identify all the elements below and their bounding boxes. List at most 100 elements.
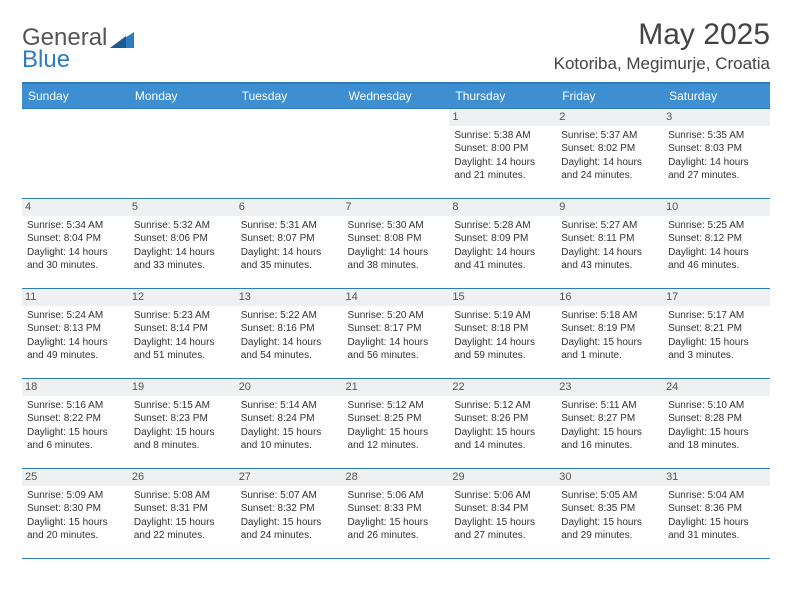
day-header: Sunday: [22, 83, 129, 109]
day-info-line: Daylight: 15 hours and 10 minutes.: [241, 426, 338, 453]
calendar-day-cell: 5Sunrise: 5:32 AMSunset: 8:06 PMDaylight…: [129, 199, 236, 289]
day-number: 24: [663, 379, 770, 396]
calendar-day-cell: 20Sunrise: 5:14 AMSunset: 8:24 PMDayligh…: [236, 379, 343, 469]
day-info-line: Daylight: 14 hours and 27 minutes.: [668, 156, 765, 183]
day-info-line: Sunrise: 5:04 AM: [668, 489, 765, 503]
day-info-line: Daylight: 15 hours and 24 minutes.: [241, 516, 338, 543]
logo-triangle-icon: [110, 28, 134, 48]
day-info-line: Daylight: 14 hours and 49 minutes.: [27, 336, 124, 363]
day-info-line: Daylight: 14 hours and 43 minutes.: [561, 246, 658, 273]
day-info-line: Sunset: 8:36 PM: [668, 502, 765, 516]
month-title: May 2025: [554, 18, 770, 52]
calendar-day-cell: 19Sunrise: 5:15 AMSunset: 8:23 PMDayligh…: [129, 379, 236, 469]
day-info-line: Sunset: 8:06 PM: [134, 232, 231, 246]
day-info-line: Daylight: 15 hours and 18 minutes.: [668, 426, 765, 453]
calendar-day-cell: 6Sunrise: 5:31 AMSunset: 8:07 PMDaylight…: [236, 199, 343, 289]
calendar-day-cell: 29Sunrise: 5:06 AMSunset: 8:34 PMDayligh…: [449, 469, 556, 559]
day-info-line: Sunrise: 5:28 AM: [454, 219, 551, 233]
day-info-line: Daylight: 15 hours and 31 minutes.: [668, 516, 765, 543]
day-info-line: Daylight: 15 hours and 29 minutes.: [561, 516, 658, 543]
day-info-line: Daylight: 15 hours and 14 minutes.: [454, 426, 551, 453]
day-info-line: Sunset: 8:32 PM: [241, 502, 338, 516]
day-info-line: Sunrise: 5:27 AM: [561, 219, 658, 233]
day-info-line: Sunrise: 5:07 AM: [241, 489, 338, 503]
calendar-day-cell: 3Sunrise: 5:35 AMSunset: 8:03 PMDaylight…: [663, 109, 770, 199]
day-info-line: Sunrise: 5:32 AM: [134, 219, 231, 233]
day-number: 20: [236, 379, 343, 396]
calendar-day-cell: 14Sunrise: 5:20 AMSunset: 8:17 PMDayligh…: [343, 289, 450, 379]
calendar-day-cell: 22Sunrise: 5:12 AMSunset: 8:26 PMDayligh…: [449, 379, 556, 469]
day-number: 25: [22, 469, 129, 486]
day-info-line: Sunrise: 5:17 AM: [668, 309, 765, 323]
day-info-line: Sunset: 8:08 PM: [348, 232, 445, 246]
day-info-line: Sunrise: 5:23 AM: [134, 309, 231, 323]
day-number: 13: [236, 289, 343, 306]
day-number: 23: [556, 379, 663, 396]
day-header: Thursday: [449, 83, 556, 109]
day-info-line: Daylight: 15 hours and 20 minutes.: [27, 516, 124, 543]
calendar-day-cell: 17Sunrise: 5:17 AMSunset: 8:21 PMDayligh…: [663, 289, 770, 379]
day-number: 7: [343, 199, 450, 216]
calendar-day-cell: 7 Sunrise: 5:30 AMSunset: 8:08 PMDaylight…: [343, 199, 450, 289]
day-info-line: Sunrise: 5:14 AM: [241, 399, 338, 413]
day-number: 9: [556, 199, 663, 216]
calendar-day-cell: [129, 109, 236, 199]
day-info-line: Sunset: 8:19 PM: [561, 322, 658, 336]
day-info-line: Daylight: 15 hours and 27 minutes.: [454, 516, 551, 543]
day-info-line: Sunrise: 5:22 AM: [241, 309, 338, 323]
day-info-line: Sunset: 8:07 PM: [241, 232, 338, 246]
calendar-day-cell: 31 Sunrise: 5:04 AMSunset: 8:36 PMDayligh…: [663, 469, 770, 559]
day-number: 18: [22, 379, 129, 396]
calendar-day-cell: 16Sunrise: 5:18 AMSunset: 8:19 PMDayligh…: [556, 289, 663, 379]
day-number: 26: [129, 469, 236, 486]
day-info-line: Sunset: 8:00 PM: [454, 142, 551, 156]
day-info-line: Daylight: 14 hours and 56 minutes.: [348, 336, 445, 363]
day-number: 29: [449, 469, 556, 486]
day-info-line: Sunrise: 5:11 AM: [561, 399, 658, 413]
day-info-line: Daylight: 14 hours and 46 minutes.: [668, 246, 765, 273]
day-info-line: Daylight: 15 hours and 12 minutes.: [348, 426, 445, 453]
calendar-day-cell: 18Sunrise: 5:16 AMSunset: 8:22 PMDayligh…: [22, 379, 129, 469]
day-info-line: Sunrise: 5:12 AM: [348, 399, 445, 413]
day-info-line: Daylight: 15 hours and 1 minute.: [561, 336, 658, 363]
calendar-body: 1Sunrise: 5:38 AMSunset: 8:00 PMDaylight…: [22, 109, 770, 559]
day-number: 21: [343, 379, 450, 396]
calendar-page: General May 2025 Kotoriba, Megimurje, Cr…: [0, 0, 792, 569]
day-number: 11: [22, 289, 129, 306]
day-number: 31: [663, 469, 770, 486]
day-info-line: Sunset: 8:33 PM: [348, 502, 445, 516]
day-info-line: Daylight: 15 hours and 8 minutes.: [134, 426, 231, 453]
calendar-week-row: 1Sunrise: 5:38 AMSunset: 8:00 PMDaylight…: [22, 109, 770, 199]
calendar-week-row: 25Sunrise: 5:09 AMSunset: 8:30 PMDayligh…: [22, 469, 770, 559]
day-info-line: Daylight: 14 hours and 51 minutes.: [134, 336, 231, 363]
day-info-line: Sunrise: 5:24 AM: [27, 309, 124, 323]
calendar-day-cell: [22, 109, 129, 199]
day-info-line: Sunset: 8:30 PM: [27, 502, 124, 516]
day-info-line: Sunset: 8:25 PM: [348, 412, 445, 426]
calendar-day-cell: 1Sunrise: 5:38 AMSunset: 8:00 PMDaylight…: [449, 109, 556, 199]
day-info-line: Sunset: 8:28 PM: [668, 412, 765, 426]
day-info-line: Sunset: 8:16 PM: [241, 322, 338, 336]
day-info-line: Sunset: 8:13 PM: [27, 322, 124, 336]
day-number: 28: [343, 469, 450, 486]
day-info-line: Sunrise: 5:16 AM: [27, 399, 124, 413]
day-number: 1: [449, 109, 556, 126]
day-info-line: Daylight: 14 hours and 30 minutes.: [27, 246, 124, 273]
calendar-day-cell: 13Sunrise: 5:22 AMSunset: 8:16 PMDayligh…: [236, 289, 343, 379]
day-info-line: Daylight: 14 hours and 38 minutes.: [348, 246, 445, 273]
day-info-line: Sunset: 8:14 PM: [134, 322, 231, 336]
brand-second: Blue: [22, 46, 70, 74]
calendar-day-cell: 11 Sunrise: 5:24 AMSunset: 8:13 PMDayligh…: [22, 289, 129, 379]
title-block: May 2025 Kotoriba, Megimurje, Croatia: [554, 18, 770, 74]
calendar-day-cell: 4Sunrise: 5:34 AMSunset: 8:04 PMDaylight…: [22, 199, 129, 289]
day-info-line: Daylight: 15 hours and 22 minutes.: [134, 516, 231, 543]
day-info-line: Sunrise: 5:30 AM: [348, 219, 445, 233]
calendar-day-cell: 21 Sunrise: 5:12 AMSunset: 8:25 PMDayligh…: [343, 379, 450, 469]
day-info-line: Sunrise: 5:37 AM: [561, 129, 658, 143]
day-number: 3: [663, 109, 770, 126]
calendar-week-row: 11Sunrise: 5:24 AMSunset: 8:13 PMDayligh…: [22, 289, 770, 379]
day-info-line: Sunset: 8:02 PM: [561, 142, 658, 156]
day-number: 19: [129, 379, 236, 396]
day-info-line: Daylight: 15 hours and 26 minutes.: [348, 516, 445, 543]
day-info-line: Sunrise: 5:08 AM: [134, 489, 231, 503]
